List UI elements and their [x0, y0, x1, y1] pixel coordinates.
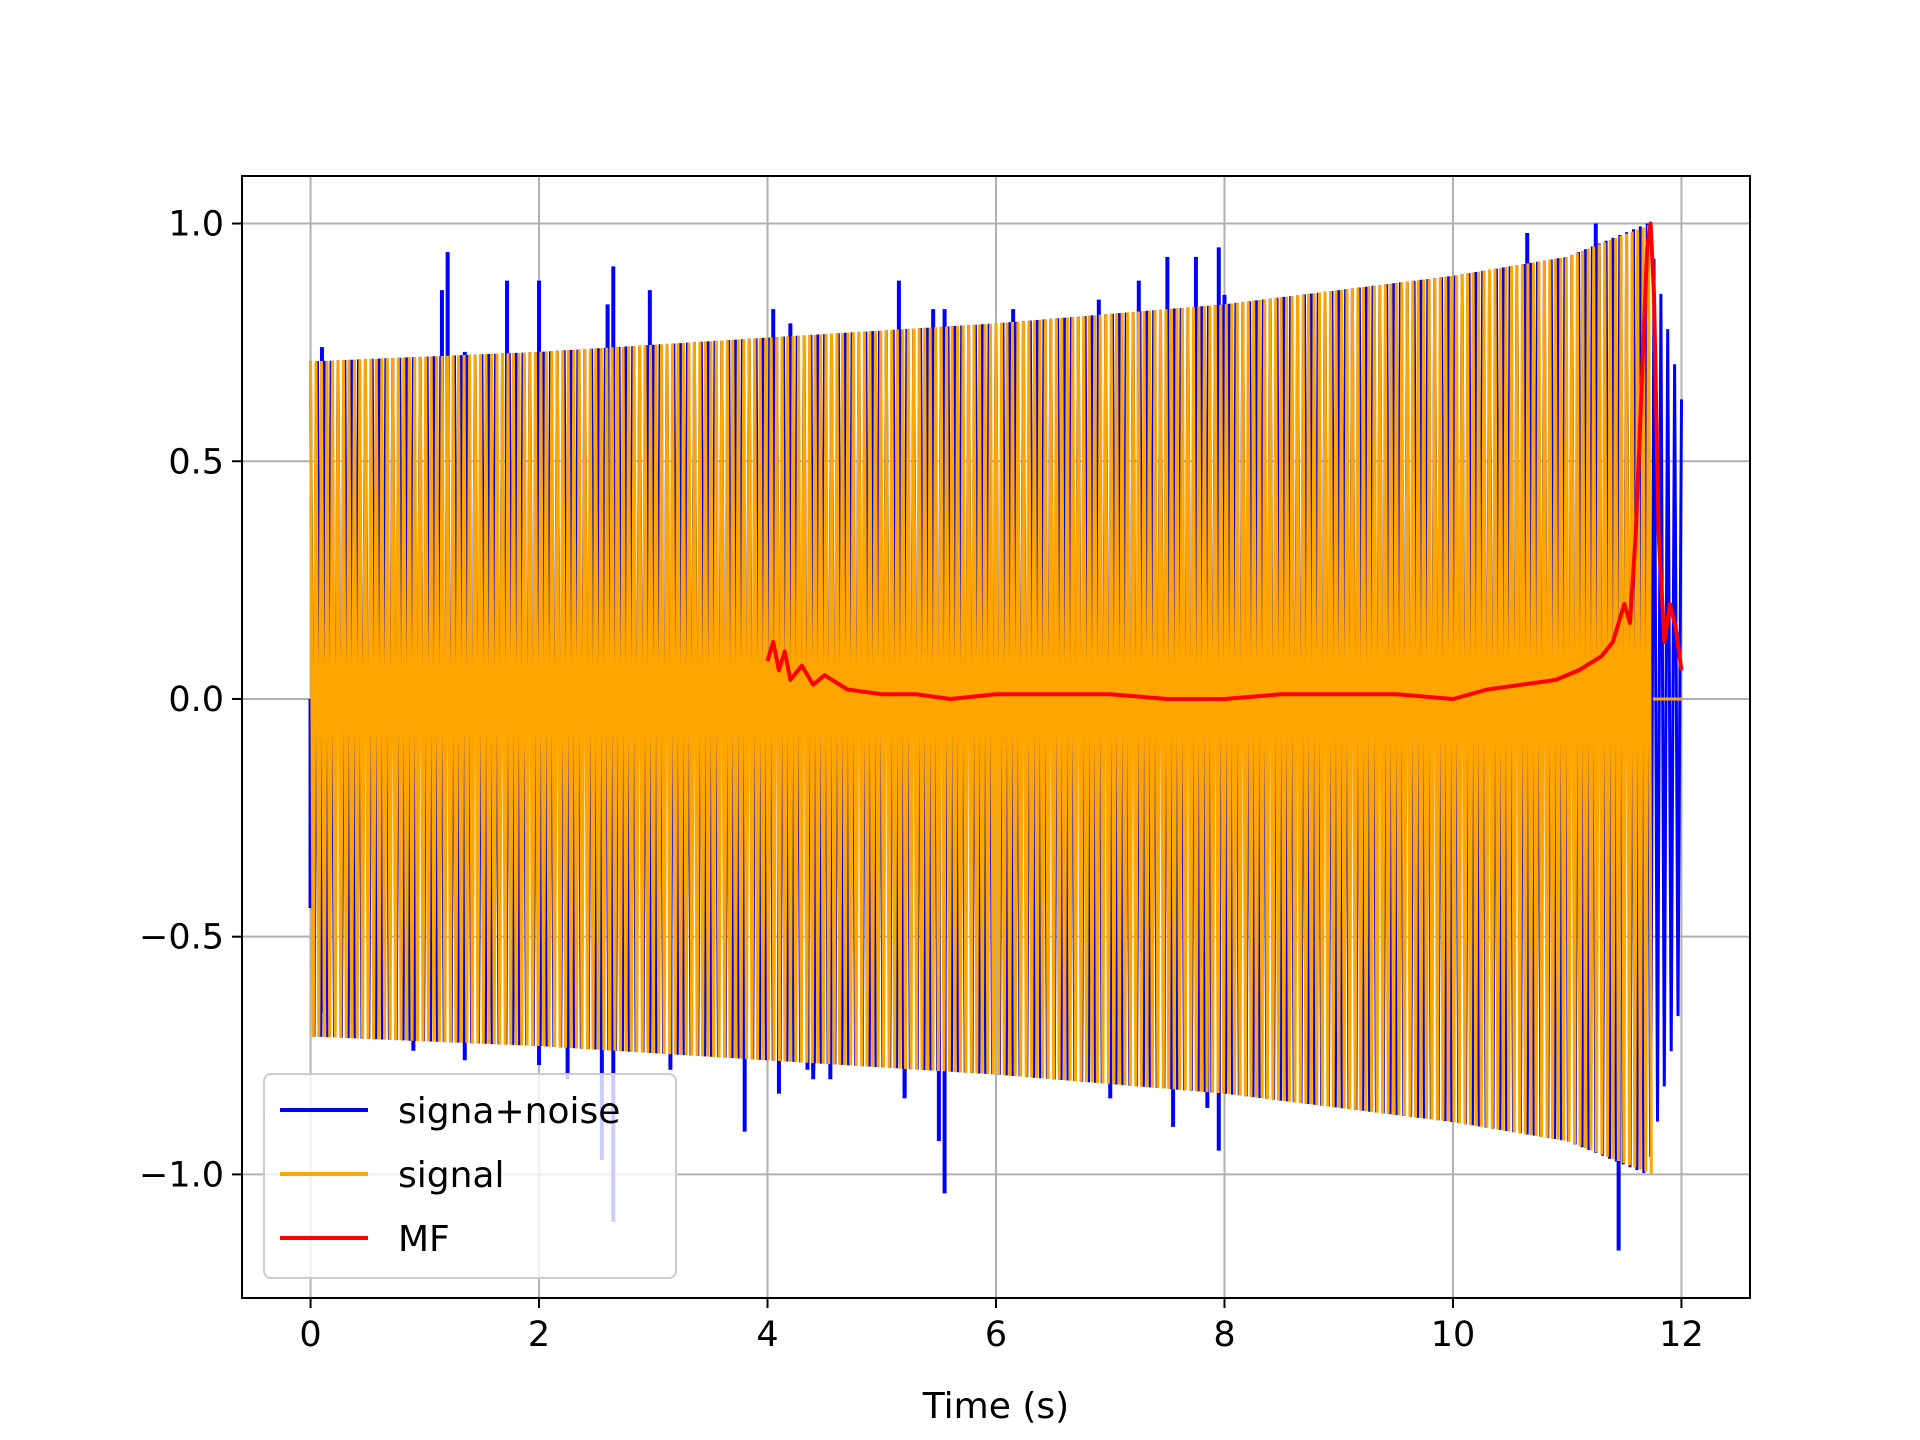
- x-tick-label: 10: [1431, 1315, 1476, 1355]
- legend-box: [263, 1073, 677, 1279]
- y-tick-label: 1.0: [168, 205, 224, 245]
- legend-label: signal: [398, 1155, 505, 1196]
- legend-label: signa+noise: [398, 1091, 620, 1132]
- series-line: [765, 221, 1684, 701]
- x-tick-label: 8: [1213, 1315, 1235, 1355]
- y-tick-label: −1.0: [139, 1155, 224, 1195]
- x-tick-label: 4: [756, 1315, 778, 1355]
- series-mf: [765, 221, 1684, 701]
- x-tick-label: 12: [1659, 1315, 1704, 1355]
- x-tick-label: 0: [299, 1315, 321, 1355]
- legend-label: MF: [398, 1219, 450, 1260]
- legend-items: signa+noise signal MF: [280, 1091, 620, 1260]
- y-tick-label: −0.5: [139, 918, 224, 958]
- y-tick-label: 0.0: [168, 680, 224, 720]
- x-tick-label: 2: [528, 1315, 550, 1355]
- y-tick-label: 0.5: [168, 442, 224, 482]
- legend: signa+noise signal MF: [263, 1073, 677, 1279]
- x-tick-label: 6: [985, 1315, 1007, 1355]
- x-axis-title: Time (s): [922, 1386, 1069, 1427]
- axis-ticks: 0 2 4 6 8 10 12 −1.0 −0.5 0.0 0.5 1.0: [139, 205, 1704, 1355]
